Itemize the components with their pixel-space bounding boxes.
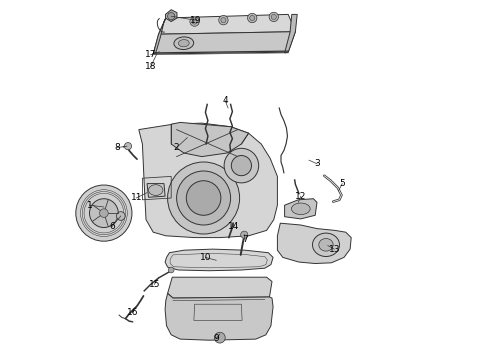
Text: 14: 14	[228, 222, 239, 231]
Polygon shape	[165, 293, 273, 340]
Polygon shape	[153, 18, 166, 54]
Circle shape	[99, 209, 108, 217]
Text: 5: 5	[339, 179, 345, 188]
Text: 13: 13	[328, 245, 340, 253]
Text: 8: 8	[114, 143, 120, 152]
Text: 4: 4	[222, 96, 228, 105]
Polygon shape	[159, 14, 295, 34]
Circle shape	[169, 267, 174, 273]
Polygon shape	[171, 122, 248, 157]
Polygon shape	[147, 184, 165, 197]
Circle shape	[269, 12, 278, 22]
Ellipse shape	[178, 40, 189, 47]
Circle shape	[215, 332, 225, 343]
Circle shape	[219, 15, 228, 25]
Circle shape	[247, 13, 257, 23]
Circle shape	[176, 171, 231, 225]
Circle shape	[117, 212, 125, 220]
Circle shape	[168, 13, 175, 20]
Text: 11: 11	[130, 194, 142, 202]
Text: 17: 17	[145, 50, 156, 59]
Text: 6: 6	[109, 222, 115, 231]
Polygon shape	[139, 123, 277, 238]
Polygon shape	[153, 32, 295, 54]
Ellipse shape	[148, 185, 163, 195]
Polygon shape	[165, 249, 273, 271]
Text: 9: 9	[213, 334, 219, 343]
Circle shape	[271, 14, 276, 19]
Text: 15: 15	[148, 280, 160, 289]
Circle shape	[168, 162, 240, 234]
Text: 1: 1	[87, 201, 92, 210]
Text: 19: 19	[190, 15, 201, 24]
Ellipse shape	[319, 238, 333, 251]
Polygon shape	[285, 14, 297, 53]
Polygon shape	[277, 223, 351, 264]
Circle shape	[90, 199, 118, 228]
Ellipse shape	[174, 37, 194, 50]
Circle shape	[250, 15, 255, 21]
Polygon shape	[168, 277, 272, 298]
Circle shape	[124, 143, 132, 150]
Circle shape	[76, 185, 132, 241]
Polygon shape	[166, 10, 177, 22]
Circle shape	[224, 148, 259, 183]
Circle shape	[241, 231, 248, 238]
Text: 2: 2	[174, 143, 179, 152]
Text: 10: 10	[199, 253, 211, 262]
Text: 3: 3	[314, 159, 320, 168]
Circle shape	[190, 17, 199, 26]
Circle shape	[186, 181, 221, 215]
Polygon shape	[285, 199, 317, 219]
Text: 18: 18	[145, 62, 156, 71]
Text: 7: 7	[242, 235, 248, 244]
Text: 16: 16	[127, 308, 139, 317]
Circle shape	[231, 156, 251, 176]
Ellipse shape	[292, 203, 310, 215]
Circle shape	[192, 19, 197, 24]
Text: 12: 12	[295, 192, 306, 201]
Circle shape	[221, 18, 226, 23]
Ellipse shape	[313, 233, 340, 256]
